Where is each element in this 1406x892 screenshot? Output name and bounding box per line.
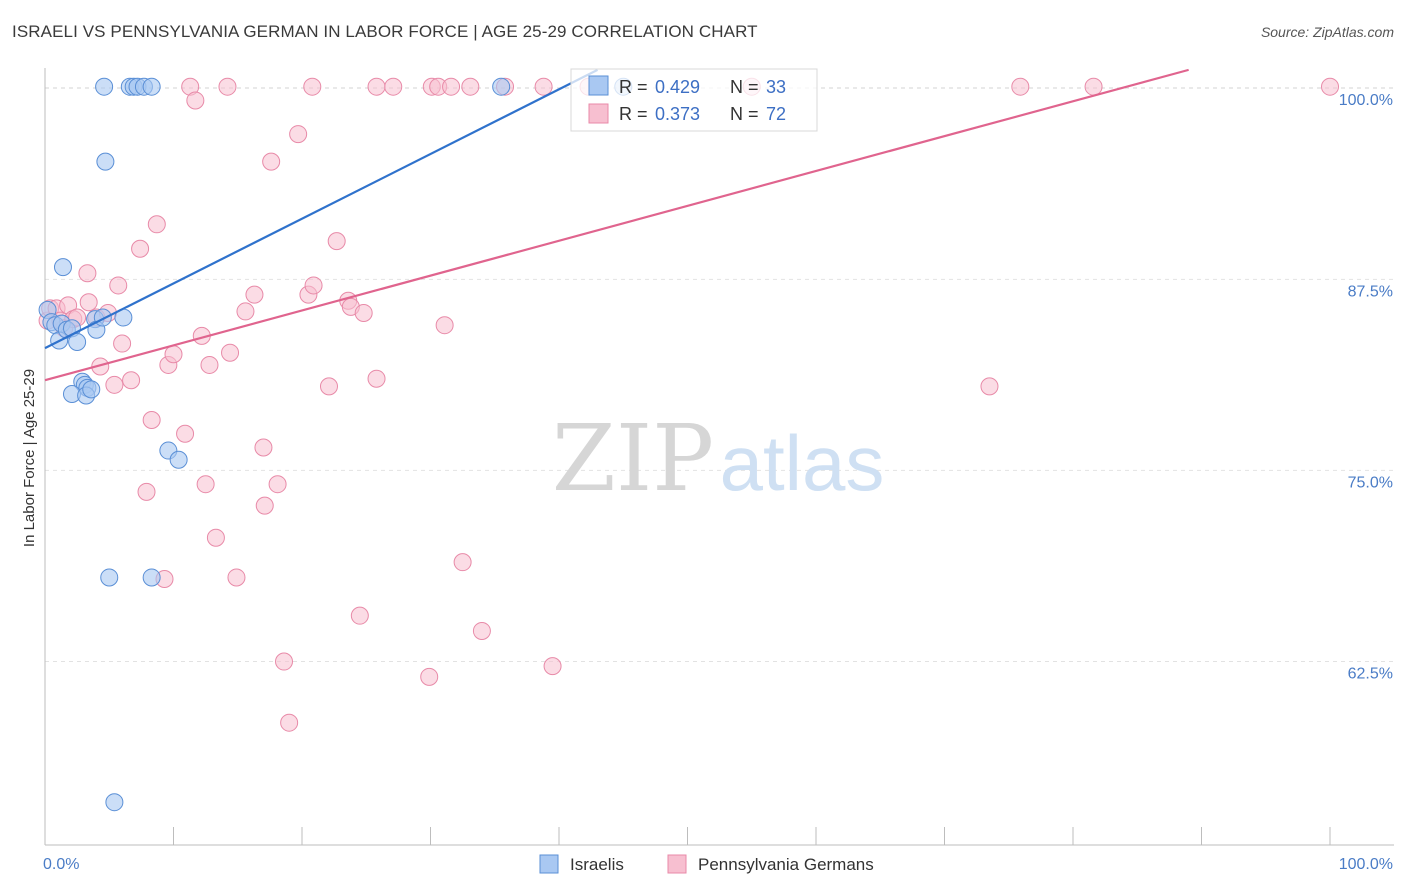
- pennsylvania-germans-point: [461, 77, 480, 96]
- pennsylvania-germans-point: [1011, 77, 1030, 96]
- legend-box: [570, 68, 818, 132]
- pennsylvania-germans-point: [384, 77, 403, 96]
- y-tick-label: 75.0%: [1348, 474, 1393, 491]
- pennsylvania-germans-point: [319, 377, 338, 396]
- legend-pg-r-label: R =: [619, 104, 648, 124]
- bottom-legend-pg: Pennsylvania Germans: [698, 855, 874, 874]
- legend-israelis-n-label: N =: [730, 77, 759, 97]
- pennsylvania-germans-point: [534, 77, 553, 96]
- y-tick-label: 87.5%: [1348, 283, 1393, 300]
- legend-israelis-n-value: 33: [766, 77, 786, 97]
- pennsylvania-germans-point: [105, 375, 124, 394]
- pennsylvania-germans-point: [186, 91, 205, 110]
- y-tick-label: 100.0%: [1339, 92, 1393, 109]
- tick-labels: 62.5% 75.0% 87.5% 100.0% 0.0% 100.0%: [43, 92, 1393, 873]
- pennsylvania-germans-point: [221, 343, 240, 362]
- chart-title: ISRAELI VS PENNSYLVANIA GERMAN IN LABOR …: [12, 22, 758, 41]
- pennsylvania-germans-point: [200, 355, 219, 374]
- y-tick-label: 62.5%: [1348, 666, 1393, 683]
- pennsylvania-germans-point: [275, 652, 294, 671]
- pennsylvania-germans-point: [147, 215, 166, 234]
- israelis-point: [96, 152, 115, 171]
- pennsylvania-germans-point: [218, 77, 237, 96]
- pennsylvania-germans-point: [1321, 77, 1339, 96]
- pennsylvania-germans-point: [268, 475, 287, 494]
- pennsylvania-germans-point: [142, 410, 161, 429]
- pennsylvania-germans-point: [543, 657, 562, 676]
- israelis-points: [38, 77, 633, 812]
- pennsylvania-germans-point: [980, 377, 999, 396]
- pennsylvania-germans-point: [164, 345, 183, 364]
- legend-pg-n-value: 72: [766, 104, 786, 124]
- pennsylvania-germans-point: [113, 334, 132, 353]
- israelis-trend-line: [44, 68, 599, 350]
- pennsylvania-germans-point: [79, 293, 98, 312]
- pennsylvania-germans-point: [255, 496, 274, 515]
- israelis-point: [492, 77, 511, 96]
- pennsylvania-germans-point: [304, 276, 323, 295]
- bottom-legend-pg-swatch: [667, 854, 687, 874]
- pennsylvania-germans-point: [367, 369, 386, 388]
- bottom-legend-israelis-swatch: [539, 854, 559, 874]
- legend-pg-swatch: [588, 103, 609, 124]
- pennsylvania-germans-point: [435, 316, 454, 335]
- pennsylvania-germans-point: [442, 77, 461, 96]
- israelis-point: [142, 568, 161, 587]
- legend-israelis-swatch: [588, 75, 609, 96]
- pennsylvania-germans-point: [280, 713, 299, 732]
- pennsylvania-germans-point: [196, 475, 215, 494]
- pennsylvania-germans-point: [206, 528, 225, 547]
- x-tick-label: 0.0%: [43, 856, 79, 873]
- legend-israelis-r-value: 0.429: [655, 77, 700, 97]
- pennsylvania-germans-point: [236, 302, 255, 321]
- israelis-point: [82, 380, 101, 399]
- axes: [44, 68, 1394, 846]
- pennsylvania-germans-point: [137, 482, 156, 501]
- pennsylvania-germans-point: [176, 424, 195, 443]
- bottom-legend: Israelis Pennsylvania Germans: [539, 854, 874, 874]
- legend-israelis-r-label: R =: [619, 77, 648, 97]
- legend-pg-r-value: 0.373: [655, 104, 700, 124]
- pennsylvania-germans-point: [109, 276, 128, 295]
- watermark-atlas: atlas: [720, 419, 885, 507]
- israelis-point: [100, 568, 119, 587]
- pennsylvania-germans-point: [245, 285, 264, 304]
- israelis-point: [68, 333, 87, 352]
- pennsylvania-germans-point: [303, 77, 322, 96]
- pennsylvania-germans-point: [122, 371, 141, 390]
- israelis-point: [95, 77, 114, 96]
- pennsylvania-germans-point: [350, 606, 369, 625]
- pennsylvania-germans-point: [420, 667, 439, 686]
- watermark-zip: ZIP: [552, 405, 714, 512]
- pennsylvania-germans-point: [1084, 77, 1103, 96]
- israelis-point: [105, 793, 124, 812]
- x-tick-label: 100.0%: [1339, 856, 1393, 873]
- israelis-point: [53, 258, 72, 277]
- pennsylvania-germans-point: [78, 264, 97, 283]
- grid-lines: [45, 87, 1394, 663]
- pennsylvania-germans-point: [354, 303, 373, 322]
- pennsylvania-germans-point: [254, 438, 273, 457]
- pennsylvania-germans-trend-line: [44, 68, 1189, 382]
- israelis-point: [93, 308, 112, 327]
- watermark: ZIP atlas: [552, 405, 884, 512]
- source-label: Source: ZipAtlas.com: [1260, 24, 1394, 40]
- legend-pg-n-label: N =: [730, 104, 759, 124]
- israelis-point: [169, 450, 188, 469]
- top-legend: R = 0.429 N = 33 R = 0.373 N = 72: [570, 68, 818, 132]
- pennsylvania-germans-point: [453, 553, 472, 572]
- pennsylvania-germans-point: [367, 77, 386, 96]
- israelis-point: [142, 77, 161, 96]
- bottom-legend-israelis: Israelis: [570, 855, 624, 874]
- pennsylvania-germans-point: [327, 232, 346, 251]
- pennsylvania-germans-point: [262, 152, 281, 171]
- trend-lines: [44, 68, 1189, 382]
- pennsylvania-germans-point: [289, 125, 308, 144]
- pennsylvania-germans-point: [131, 239, 150, 258]
- y-axis-label: In Labor Force | Age 25-29: [21, 369, 38, 547]
- pennsylvania-germans-point: [227, 568, 246, 587]
- pennsylvania-germans-point: [472, 621, 491, 640]
